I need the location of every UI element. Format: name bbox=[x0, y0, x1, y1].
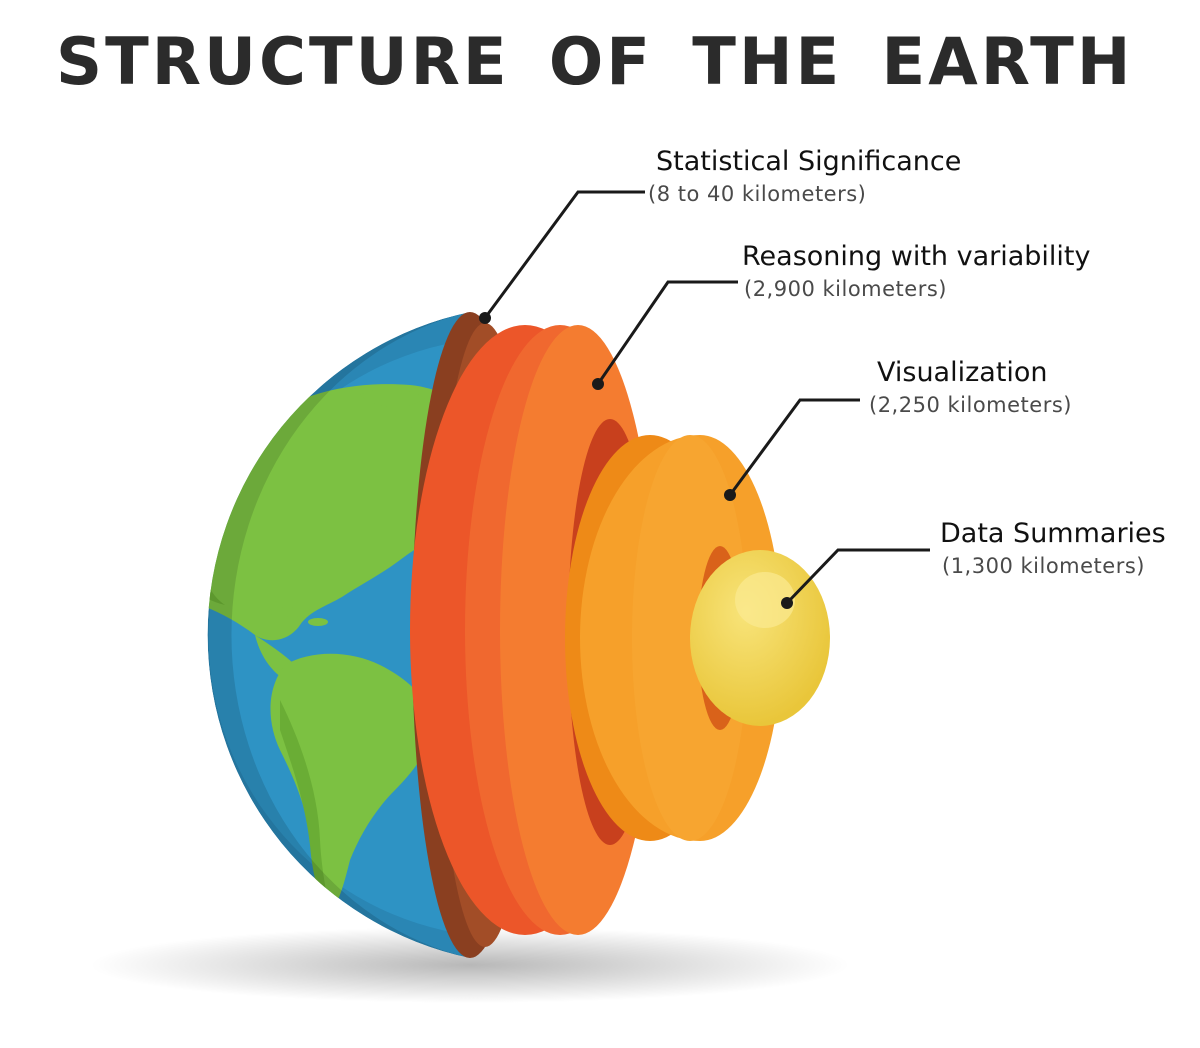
layer-name: Data Summaries bbox=[940, 518, 1166, 549]
label-mantle: Reasoning with variability (2,900 kilome… bbox=[742, 241, 1090, 303]
layer-name: Visualization bbox=[877, 357, 1048, 388]
leader-line-crust bbox=[483, 190, 645, 319]
label-inner-core: Data Summaries (1,300 kilometers) bbox=[940, 518, 1166, 580]
ground-shadow bbox=[90, 927, 850, 1003]
label-crust: Statistical Significance (8 to 40 kilome… bbox=[648, 146, 962, 208]
layer-depth: (1,300 kilometers) bbox=[942, 554, 1145, 579]
layer-name: Statistical Significance bbox=[656, 146, 962, 177]
label-outer-core: Visualization (2,250 kilometers) bbox=[869, 357, 1072, 419]
layer-depth: (2,250 kilometers) bbox=[869, 393, 1072, 418]
diagram-title: STRUCTURE OF THE EARTH bbox=[56, 24, 1134, 101]
layer-depth: (2,900 kilometers) bbox=[744, 277, 947, 302]
continent-south-america bbox=[270, 653, 433, 915]
layer-depth: (8 to 40 kilometers) bbox=[648, 182, 867, 207]
leader-line-inner-core bbox=[785, 548, 930, 605]
leader-line-outer-core bbox=[728, 398, 860, 496]
layer-name: Reasoning with variability bbox=[742, 241, 1091, 272]
leader-line-mantle bbox=[596, 280, 738, 385]
